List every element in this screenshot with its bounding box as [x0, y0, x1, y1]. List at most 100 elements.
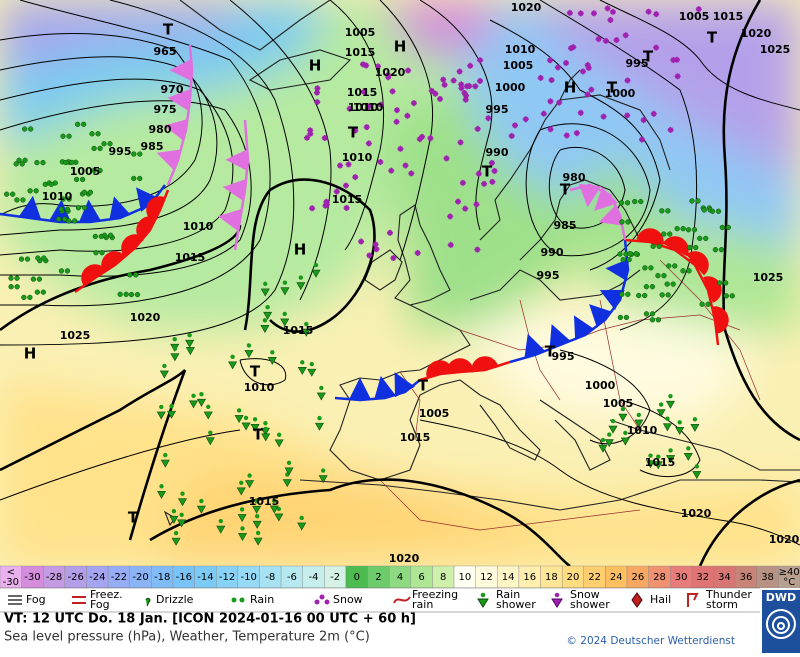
snow-symbol	[462, 205, 469, 212]
rain-symbol	[19, 161, 25, 167]
rain-symbol	[66, 196, 72, 202]
legend-label: Snow	[333, 593, 363, 606]
legend-icon-part	[631, 592, 643, 608]
rain-symbol	[14, 284, 20, 290]
rain-symbol	[14, 275, 20, 281]
legend-label: Rain	[496, 588, 520, 601]
shower-symbol	[243, 415, 249, 421]
rain-symbol	[723, 280, 729, 286]
rain-symbol	[699, 301, 705, 307]
shower-symbol	[241, 422, 251, 431]
shower-symbol	[247, 473, 252, 478]
rain-symbol	[655, 317, 662, 323]
legend-label: Freez.	[90, 588, 123, 601]
rain-symbol	[703, 235, 709, 242]
snow-symbol	[323, 198, 330, 205]
pressure-labels: 9659709759809859951005101010101015102010…	[42, 1, 800, 565]
snow-symbol	[343, 204, 350, 211]
snow-symbol	[321, 135, 328, 142]
snow-symbol	[428, 87, 435, 94]
rain-symbol	[40, 289, 46, 295]
snow-symbol	[595, 36, 602, 43]
scale-label: 32	[696, 572, 709, 583]
shower-symbol	[267, 356, 277, 365]
pressure-label: 995	[537, 269, 560, 282]
shower-symbol	[196, 398, 206, 407]
rain-symbol	[695, 198, 701, 204]
scale-label: 8	[440, 572, 446, 583]
rain-symbol	[34, 159, 40, 166]
shower-symbol	[314, 422, 324, 431]
snow-symbol	[563, 132, 570, 139]
snow-symbol	[437, 95, 444, 102]
scale-label: -26	[68, 572, 84, 583]
rain-symbol	[41, 255, 47, 261]
shower-symbol	[245, 480, 255, 489]
rain-symbol	[16, 157, 22, 163]
snow-symbol	[440, 76, 447, 83]
snow-symbol	[640, 117, 647, 124]
shower-symbol	[172, 346, 178, 351]
snow-symbol	[547, 126, 554, 133]
snow-symbol	[389, 88, 396, 95]
rain-symbol	[617, 314, 624, 321]
shower-symbol	[173, 530, 179, 536]
rain-symbol	[729, 293, 735, 299]
legend-icon-part	[314, 599, 320, 605]
shower-symbol	[187, 332, 192, 338]
snow-symbol	[432, 90, 439, 97]
rain-symbol	[650, 243, 656, 250]
shower-symbol	[252, 505, 262, 514]
shower-symbol	[199, 392, 204, 397]
shower-symbol	[172, 337, 177, 342]
snow-symbol	[405, 67, 412, 74]
snow-symbol	[375, 63, 382, 70]
pressure-label: 1010	[42, 190, 73, 203]
snow-symbol	[474, 246, 481, 253]
snow-symbol	[419, 133, 426, 140]
rain-symbol	[636, 292, 642, 299]
shower-symbol	[648, 453, 653, 458]
shower-symbol	[604, 439, 614, 448]
snow-symbol	[365, 140, 372, 147]
shower-symbol	[690, 423, 700, 432]
rain-symbol	[131, 151, 137, 157]
rain-symbol	[27, 294, 33, 301]
shower-symbol	[170, 353, 180, 362]
snow-symbol	[373, 246, 380, 253]
pressure-center: T	[607, 79, 618, 97]
legend-icon-part	[554, 592, 560, 598]
shower-symbol	[177, 519, 187, 528]
shower-symbol	[307, 368, 317, 377]
snow-symbol	[624, 77, 631, 84]
rain-symbol	[30, 276, 37, 282]
shower-symbol	[320, 468, 326, 473]
legend-label: shower	[496, 598, 536, 611]
pressure-center: T	[348, 124, 359, 142]
legend-icon	[231, 597, 245, 603]
pressure-label: 985	[554, 219, 577, 232]
rain-symbol	[48, 181, 54, 187]
shower-symbol	[254, 514, 260, 519]
rain-symbol	[81, 189, 88, 195]
scale-label: 16	[523, 572, 536, 583]
rain-symbol	[680, 268, 686, 274]
pressure-label: 1015	[347, 86, 378, 99]
shower-symbol	[239, 480, 244, 485]
snow-symbol	[372, 241, 379, 248]
shower-symbol	[620, 406, 626, 412]
legend-icon-part	[480, 592, 486, 598]
shower-symbol	[239, 507, 245, 512]
shower-symbol	[694, 464, 700, 469]
pressure-label: 1020	[769, 533, 800, 546]
scale-label: -10	[240, 572, 256, 583]
rain-symbol	[133, 272, 139, 278]
snow-symbol	[377, 158, 384, 165]
rain-symbol	[665, 292, 671, 298]
pressure-label: 1005	[603, 397, 634, 410]
rain-symbol	[719, 224, 726, 231]
shower-symbol	[228, 361, 238, 370]
rain-symbol	[659, 208, 665, 214]
shower-symbol	[262, 318, 268, 323]
rain-symbol	[659, 292, 665, 298]
